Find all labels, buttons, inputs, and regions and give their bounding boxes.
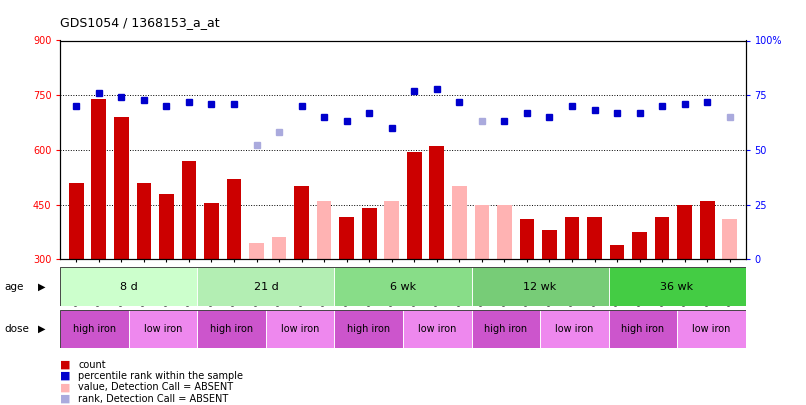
Text: ■: ■ <box>60 360 71 369</box>
Bar <box>272 237 286 259</box>
Bar <box>249 243 264 259</box>
Bar <box>197 310 266 348</box>
Text: low iron: low iron <box>692 324 730 334</box>
Bar <box>677 310 746 348</box>
Text: low iron: low iron <box>418 324 456 334</box>
Bar <box>609 267 746 306</box>
Text: high iron: high iron <box>73 324 116 334</box>
Text: 6 wk: 6 wk <box>390 281 416 292</box>
Bar <box>588 217 602 259</box>
Bar <box>475 205 489 259</box>
Text: 12 wk: 12 wk <box>523 281 557 292</box>
Text: age: age <box>4 281 23 292</box>
Bar <box>700 201 715 259</box>
Bar <box>472 310 540 348</box>
Bar <box>430 146 444 259</box>
Text: high iron: high iron <box>347 324 390 334</box>
Text: high iron: high iron <box>484 324 527 334</box>
Bar <box>69 183 84 259</box>
Bar <box>722 219 737 259</box>
Bar <box>334 310 403 348</box>
Text: percentile rank within the sample: percentile rank within the sample <box>78 371 243 381</box>
Text: count: count <box>78 360 106 369</box>
Text: ■: ■ <box>60 371 71 381</box>
Bar <box>226 179 241 259</box>
Bar <box>520 219 534 259</box>
Bar <box>294 186 309 259</box>
Bar <box>114 117 129 259</box>
Text: ■: ■ <box>60 382 71 392</box>
Bar <box>542 230 557 259</box>
Text: low iron: low iron <box>281 324 319 334</box>
Bar <box>317 201 331 259</box>
Bar <box>339 217 354 259</box>
Text: GDS1054 / 1368153_a_at: GDS1054 / 1368153_a_at <box>60 16 220 29</box>
Text: low iron: low iron <box>144 324 182 334</box>
Text: 8 d: 8 d <box>120 281 138 292</box>
Bar <box>497 205 512 259</box>
Bar <box>197 267 334 306</box>
Bar <box>362 208 376 259</box>
Bar <box>91 99 106 259</box>
Text: low iron: low iron <box>555 324 593 334</box>
Bar <box>540 310 609 348</box>
Bar <box>654 217 670 259</box>
Bar <box>472 267 609 306</box>
Bar <box>129 310 197 348</box>
Bar <box>181 161 196 259</box>
Text: ▶: ▶ <box>38 281 46 292</box>
Text: rank, Detection Call = ABSENT: rank, Detection Call = ABSENT <box>78 394 228 403</box>
Text: 21 d: 21 d <box>254 281 278 292</box>
Bar <box>384 201 399 259</box>
Bar <box>565 217 580 259</box>
Text: dose: dose <box>4 324 29 334</box>
Bar <box>403 310 472 348</box>
Bar <box>610 245 625 259</box>
Text: high iron: high iron <box>210 324 253 334</box>
Bar <box>136 183 152 259</box>
Bar <box>60 310 129 348</box>
Bar <box>632 232 647 259</box>
Bar <box>609 310 677 348</box>
Text: ■: ■ <box>60 394 71 403</box>
Text: high iron: high iron <box>621 324 664 334</box>
Bar <box>677 205 692 259</box>
Text: 36 wk: 36 wk <box>660 281 694 292</box>
Bar <box>334 267 472 306</box>
Text: value, Detection Call = ABSENT: value, Detection Call = ABSENT <box>78 382 233 392</box>
Bar <box>407 152 422 259</box>
Text: ▶: ▶ <box>38 324 46 334</box>
Bar <box>204 203 218 259</box>
Bar <box>452 186 467 259</box>
Bar <box>159 194 174 259</box>
Bar <box>60 267 197 306</box>
Bar <box>266 310 334 348</box>
